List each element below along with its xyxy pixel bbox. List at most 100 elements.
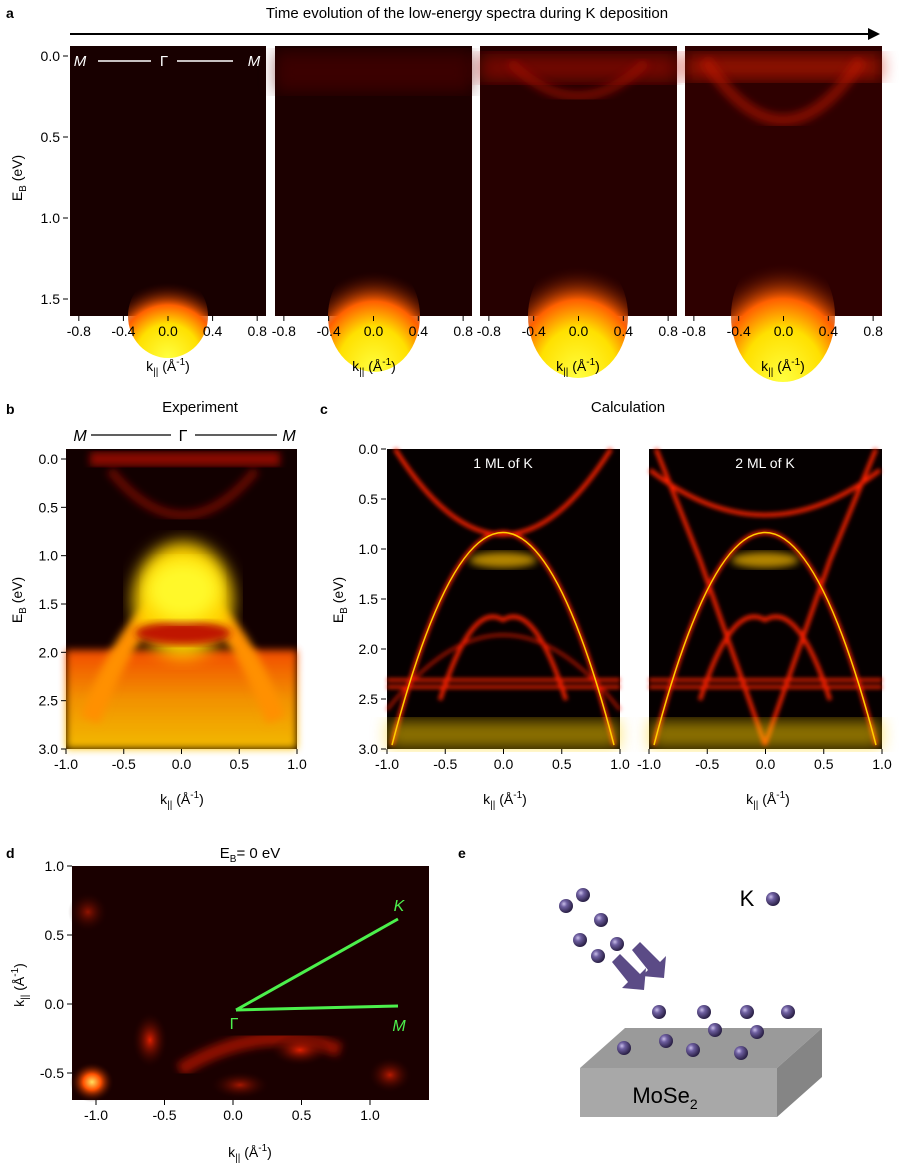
y-tick-label: 2.0 — [359, 641, 379, 657]
k-atom — [573, 933, 587, 947]
panel-letter-b: b — [6, 401, 15, 417]
x-tick-label: -0.5 — [433, 756, 457, 772]
path-label-gamma: Γ — [160, 53, 168, 70]
b-path-label-m-right: M — [282, 428, 296, 445]
d-gamma-m-line — [235, 1004, 399, 1012]
panel-d-xticks: -1.0 -0.5 0.0 0.5 1.0 — [84, 1100, 380, 1123]
d-label-k: K — [394, 898, 406, 915]
panel-letter-c: c — [320, 401, 328, 417]
panel-a-ylabel: EB (eV) — [9, 155, 29, 201]
c2-bg — [649, 449, 882, 749]
fermi-surface-map: Γ K M — [68, 866, 429, 1102]
k-atoms — [559, 888, 795, 1060]
panel-a-title: Time evolution of the low-energy spectra… — [266, 5, 668, 22]
x-tick-label: -0.5 — [152, 1107, 176, 1123]
deposition-arrow-1 — [612, 954, 646, 990]
k-atom — [652, 1005, 666, 1019]
panel-b: b Experiment M Γ M EB (eV) 0.0 0.5 1.0 1.5 2… — [6, 399, 307, 811]
x-tick-label: 0.8 — [247, 323, 267, 339]
c2-inner-band — [698, 614, 832, 701]
panel-a: a Time evolution of the low-energy spect… — [6, 5, 883, 382]
y-tick-label: 1.5 — [359, 591, 379, 607]
d-spot-bottom-right — [368, 1057, 412, 1093]
y-tick-label: 0.0 — [39, 451, 59, 467]
spectrum-4-upper-band — [699, 56, 867, 126]
x-tick-label: 0.8 — [863, 323, 883, 339]
time-arrow-head — [868, 28, 880, 40]
y-tick-label: 1.0 — [41, 210, 61, 226]
d-spot-bottom-left — [70, 1062, 114, 1102]
panel-d-xlabel: k|| (Å-1) — [228, 1143, 272, 1164]
c2-bottom-glow — [649, 720, 882, 749]
path-label-m-right: M — [248, 53, 261, 70]
k-atom — [659, 1034, 673, 1048]
panel-a-xticks: -0.8 -0.4 0.0 0.4 0.8 -0.8 -0.4 0.0 0.4 0.8 -0.8 -0… — [67, 316, 883, 378]
x-tick-label: -0.4 — [522, 323, 546, 339]
deposition-arrow-2 — [632, 942, 666, 978]
x-tick-label: 1.0 — [287, 756, 307, 772]
x-tick-label: -0.4 — [317, 323, 341, 339]
y-tick-label: 2.0 — [39, 644, 59, 660]
y-tick-label: 2.5 — [359, 691, 379, 707]
calc-2ml: 2 ML of K — [648, 448, 882, 749]
x-tick-label: 0.4 — [409, 323, 429, 339]
panel-c-xlabel-2: k|| (Å-1) — [746, 790, 790, 811]
c1-main-core — [391, 531, 615, 746]
d-label-gamma: Γ — [230, 1016, 239, 1033]
panel-a-xlabel: k|| (Å-1) — [556, 357, 600, 378]
y-tick-label: 0.5 — [39, 499, 59, 515]
panel-d: d EB= 0 eV k|| (Å-1) Γ K M 1.0 0.5 0.0 -0.5… — [6, 845, 429, 1164]
k-atom — [559, 899, 573, 913]
panel-letter-e: e — [458, 845, 466, 861]
panel-d-title: EB= 0 eV — [220, 845, 280, 865]
panel-c: c Calculation EB (eV) 1 ML of K — [320, 399, 892, 811]
b-band-highlight — [147, 560, 219, 620]
x-tick-label: 0.0 — [158, 323, 178, 339]
x-tick-label: -0.8 — [477, 323, 501, 339]
panel-d-ylabel: k|| (Å-1) — [10, 963, 31, 1007]
k-atom — [610, 937, 624, 951]
x-tick-label: -0.8 — [682, 323, 706, 339]
k-atom — [697, 1005, 711, 1019]
k-atom — [781, 1005, 795, 1019]
y-tick-label: 3.0 — [39, 741, 59, 757]
c1-bottom-glow — [387, 720, 620, 749]
c1-inner-band — [438, 614, 568, 701]
d-gamma-k-line — [235, 917, 399, 1012]
y-tick-label: 0.0 — [359, 441, 379, 457]
y-tick-label: 0.5 — [45, 927, 65, 943]
b-path-label-gamma: Γ — [179, 428, 188, 445]
y-tick-label: -0.5 — [40, 1065, 64, 1081]
x-tick-label: 1.0 — [360, 1107, 380, 1123]
legend-k-atom — [766, 892, 780, 906]
spectrum-4 — [685, 46, 882, 382]
c1-mid-band — [385, 633, 622, 711]
panel-e: e K MoSe2 — [458, 845, 822, 1117]
experiment-image — [66, 449, 297, 749]
b-top-band — [90, 452, 280, 466]
x-tick-label: 0.0 — [172, 756, 192, 772]
x-tick-label: 0.5 — [292, 1107, 312, 1123]
d-spot-left — [132, 1012, 168, 1068]
x-tick-label: 0.0 — [774, 323, 794, 339]
c2-top-glow — [731, 552, 799, 568]
panel-c-xlabel-1: k|| (Å-1) — [483, 790, 527, 811]
y-tick-label: 0.5 — [41, 129, 61, 145]
x-tick-label: -1.0 — [84, 1107, 108, 1123]
y-tick-label: 1.5 — [41, 291, 61, 307]
panel-a-xlabel: k|| (Å-1) — [761, 357, 805, 378]
spectrum-2 — [275, 46, 472, 372]
x-tick-label: 0.0 — [756, 756, 776, 772]
k-atom — [594, 913, 608, 927]
c2-diagonal-left — [654, 448, 767, 746]
y-tick-label: 0.0 — [45, 996, 65, 1012]
panel-b-yticks: 0.0 0.5 1.0 1.5 2.0 2.5 3.0 — [39, 451, 66, 757]
x-tick-label: 0.5 — [552, 756, 572, 772]
x-tick-label: 0.5 — [814, 756, 834, 772]
y-tick-label: 3.0 — [359, 741, 379, 757]
y-tick-label: 1.5 — [39, 596, 59, 612]
calc-1ml: 1 ML of K — [385, 447, 622, 749]
x-tick-label: 1.0 — [872, 756, 892, 772]
y-tick-label: 1.0 — [45, 858, 65, 874]
